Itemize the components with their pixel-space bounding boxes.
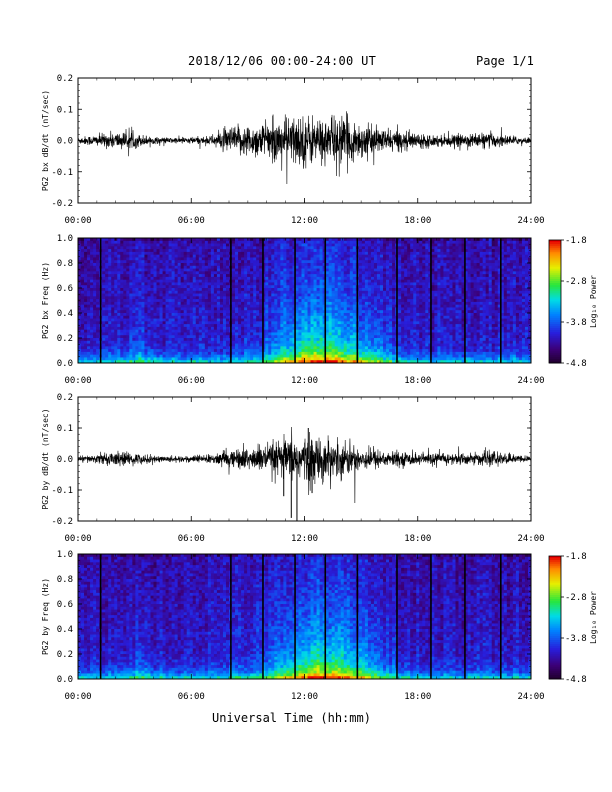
x-tick-label: 18:00 (404, 692, 431, 702)
colorbar-tick-label: -4.8 (565, 675, 587, 685)
x-tick-label: 12:00 (291, 376, 318, 386)
x-axis-label: Universal Time (hh:mm) (212, 711, 371, 725)
spectrogram-panel (77, 237, 564, 364)
x-tick-label: 00:00 (64, 376, 91, 386)
y-tick-label: 0.0 (57, 455, 73, 465)
y-axis-label: PG2 by Freq (Hz) (41, 578, 50, 655)
x-tick-label: 24:00 (517, 216, 544, 226)
x-tick-label: 06:00 (178, 692, 205, 702)
y-tick-label: 0.4 (57, 625, 73, 635)
y-tick-label: 0.2 (57, 74, 73, 84)
y-axis-label: PG2 bx dB/dt (nT/sec) (41, 90, 50, 191)
x-tick-label: 06:00 (178, 376, 205, 386)
colorbar-tick-label: -3.8 (565, 318, 587, 328)
y-tick-label: 0.2 (57, 393, 73, 403)
x-tick-label: 24:00 (517, 376, 544, 386)
y-tick-label: -0.1 (51, 168, 73, 178)
y-tick-label: 1.0 (57, 550, 73, 560)
y-axis-label: PG2 bx Freq (Hz) (41, 262, 50, 339)
colorbar-tick-label: -3.8 (565, 634, 587, 644)
x-tick-label: 12:00 (291, 692, 318, 702)
x-tick-label: 06:00 (178, 534, 205, 544)
x-tick-label: 18:00 (404, 534, 431, 544)
y-tick-label: 0.0 (57, 359, 73, 369)
spectrogram-cells (78, 554, 532, 680)
y-tick-label: 0.1 (57, 105, 73, 115)
page-title: 2018/12/06 00:00-24:00 UT (188, 54, 377, 68)
x-tick-label: 18:00 (404, 376, 431, 386)
x-tick-label: 06:00 (178, 216, 205, 226)
y-tick-label: -0.1 (51, 486, 73, 496)
colorbar-label: Log₁₀ Power (589, 275, 598, 328)
colorbar-tick-label: -1.8 (565, 236, 587, 246)
colorbar-tick-label: -2.8 (565, 277, 587, 287)
x-tick-label: 00:00 (64, 216, 91, 226)
x-tick-label: 00:00 (64, 692, 91, 702)
waveform-panel (77, 77, 532, 204)
x-tick-label: 12:00 (291, 534, 318, 544)
y-tick-label: -0.2 (51, 517, 73, 527)
x-tick-label: 00:00 (64, 534, 91, 544)
page-number: Page 1/1 (476, 54, 534, 68)
y-tick-label: 0.6 (57, 284, 73, 294)
y-tick-label: 0.0 (57, 675, 73, 685)
waveform-panel (77, 396, 532, 522)
spectrogram-cells (78, 238, 532, 364)
y-tick-label: 0.1 (57, 424, 73, 434)
waveform-series (77, 111, 532, 185)
y-tick-label: -0.2 (51, 199, 73, 209)
x-tick-label: 18:00 (404, 216, 431, 226)
colorbar-tick-label: -4.8 (565, 359, 587, 369)
y-tick-label: 0.2 (57, 334, 73, 344)
y-tick-label: 0.2 (57, 650, 73, 660)
x-tick-label: 24:00 (517, 534, 544, 544)
spectrogram-panel (77, 553, 564, 680)
y-tick-label: 0.6 (57, 600, 73, 610)
y-axis-label: PG2 by dB/dt (nT/sec) (41, 408, 50, 509)
colorbar-label: Log₁₀ Power (589, 591, 598, 644)
y-tick-label: 1.0 (57, 234, 73, 244)
y-tick-label: 0.0 (57, 137, 73, 147)
y-tick-label: 0.4 (57, 309, 73, 319)
colorbar (548, 239, 564, 364)
y-tick-label: 0.8 (57, 259, 73, 269)
x-tick-label: 12:00 (291, 216, 318, 226)
colorbar-tick-label: -1.8 (565, 552, 587, 562)
waveform-series (77, 426, 532, 504)
y-tick-label: 0.8 (57, 575, 73, 585)
colorbar (548, 555, 564, 680)
colorbar-tick-label: -2.8 (565, 593, 587, 603)
x-tick-label: 24:00 (517, 692, 544, 702)
